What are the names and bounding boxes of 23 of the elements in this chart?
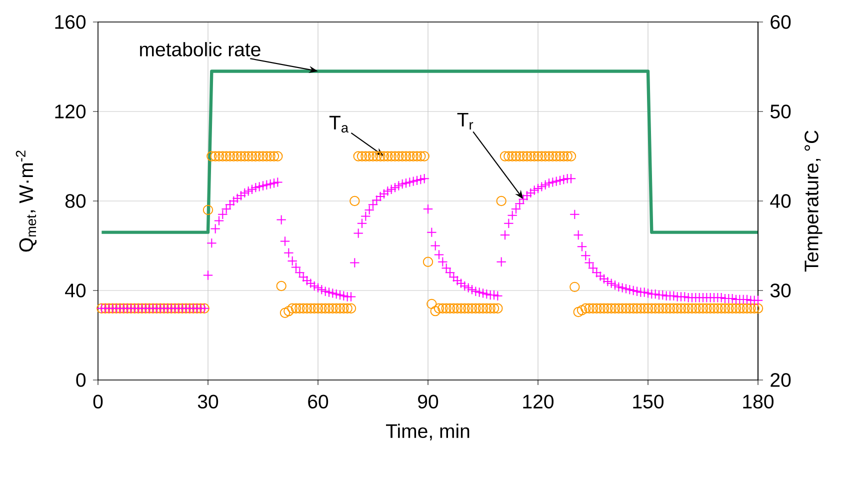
y2-tick-label: 40 [770, 194, 791, 208]
y-tick-label: 160 [55, 15, 86, 29]
x-tick-label: 180 [743, 394, 774, 409]
y2-tick-label: 50 [770, 104, 791, 118]
x-tick-label: 120 [523, 394, 554, 409]
y-tick-label: 120 [55, 104, 86, 118]
y-tick-label: 40 [65, 284, 86, 298]
y2-tick-label: 30 [770, 284, 791, 298]
annotation: metabolic rate [140, 42, 260, 56]
x-tick-label: 150 [633, 394, 664, 409]
text: T$_{r}$ [457, 112, 474, 130]
y2-tick-label: 60 [770, 15, 791, 29]
y-tick-label: 80 [65, 194, 86, 208]
y-tick-label: 0 [76, 373, 86, 387]
x-tick-label: 60 [308, 394, 328, 409]
y2-tick-label: 20 [770, 373, 791, 387]
x-tick-label: 0 [93, 394, 103, 409]
series-label: T$_{a}$ [329, 116, 349, 133]
x-axis-title: Time, min [386, 424, 470, 440]
x-tick-label: 30 [198, 394, 218, 409]
x-tick-label: 90 [418, 394, 438, 409]
y2-axis-title: Temperature, °C [804, 130, 822, 272]
y-axis-title: Q$_{met}$, W·m$^{-2}$ [16, 150, 37, 252]
